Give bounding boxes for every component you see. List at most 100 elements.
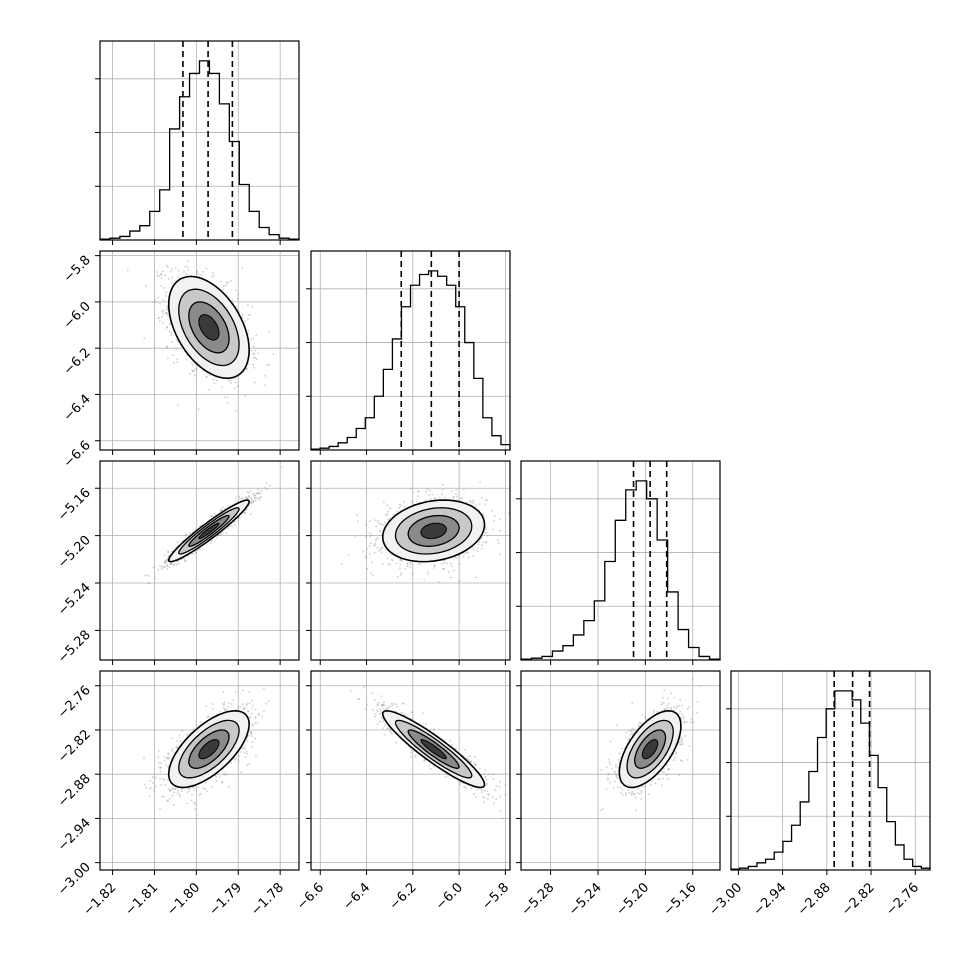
- sample-point: [246, 740, 249, 742]
- sample-point: [193, 368, 196, 371]
- sample-point: [229, 382, 232, 385]
- sample-point: [186, 733, 189, 736]
- sample-point: [158, 316, 160, 319]
- sample-point: [247, 363, 250, 365]
- sample-point: [443, 561, 446, 564]
- sample-point: [423, 578, 426, 581]
- sample-point: [419, 563, 422, 566]
- sample-point: [171, 276, 173, 279]
- density-contour: [394, 507, 473, 555]
- sample-point: [403, 506, 406, 508]
- sample-point: [251, 699, 253, 702]
- sample-point: [399, 559, 402, 562]
- sample-point: [195, 551, 198, 554]
- sample-point: [380, 551, 383, 554]
- sample-point: [254, 356, 256, 359]
- sample-point: [427, 570, 430, 573]
- sample-point: [170, 282, 173, 284]
- sample-point: [213, 382, 216, 385]
- sample-point: [253, 500, 255, 502]
- sample-point: [242, 689, 244, 692]
- sample-point: [219, 510, 222, 512]
- sample-point: [240, 771, 242, 774]
- sample-point: [190, 552, 193, 555]
- sample-point: [180, 787, 183, 790]
- sample-point: [389, 563, 391, 566]
- sample-point: [370, 572, 372, 575]
- sample-point: [158, 275, 161, 277]
- sample-point: [268, 330, 271, 333]
- sample-point: [169, 563, 172, 565]
- sample-point: [166, 558, 169, 561]
- sample-point: [416, 490, 419, 493]
- sample-point: [167, 753, 169, 755]
- sample-point: [400, 558, 402, 561]
- sample-point: [255, 334, 258, 337]
- sample-point: [177, 747, 179, 749]
- sample-point: [251, 707, 253, 709]
- sample-point: [165, 291, 167, 294]
- sample-point: [252, 345, 255, 348]
- sample-point: [163, 287, 165, 289]
- sample-point: [212, 379, 215, 381]
- sample-point: [229, 525, 231, 527]
- sample-point: [157, 749, 160, 752]
- sample-point: [243, 512, 246, 514]
- sample-point: [164, 560, 166, 563]
- sample-point: [370, 542, 372, 544]
- sample-point: [178, 276, 180, 279]
- sample-point: [494, 515, 496, 517]
- sample-point: [175, 348, 177, 351]
- sample-point: [259, 497, 261, 499]
- sample-point: [171, 341, 173, 343]
- sample-point: [235, 499, 238, 502]
- sample-point: [384, 522, 386, 524]
- sample-point: [469, 501, 472, 504]
- sample-point: [403, 501, 405, 503]
- sample-point: [176, 559, 179, 562]
- sample-point: [481, 497, 483, 499]
- sample-point: [248, 716, 251, 719]
- sample-point: [240, 316, 243, 319]
- sample-point: [472, 555, 475, 558]
- sample-point: [250, 498, 253, 501]
- sample-point: [369, 535, 371, 538]
- density-contour: [178, 507, 240, 555]
- sample-point: [252, 363, 255, 366]
- sample-point: [378, 550, 380, 552]
- sample-point: [398, 504, 401, 506]
- sample-point: [491, 510, 493, 512]
- sample-point: [246, 735, 249, 738]
- sample-point: [253, 493, 255, 496]
- sample-point: [167, 800, 169, 803]
- sample-point: [257, 492, 260, 495]
- sample-point: [257, 488, 259, 491]
- sample-point: [162, 313, 165, 315]
- sample-point: [176, 361, 179, 363]
- sample-point: [452, 569, 455, 572]
- sample-point: [178, 734, 181, 737]
- sample-point: [236, 385, 239, 388]
- sample-point: [175, 746, 178, 748]
- sample-point: [239, 498, 241, 500]
- sample-point: [239, 516, 241, 519]
- sample-point: [460, 500, 462, 502]
- sample-point: [444, 496, 446, 499]
- sample-point: [190, 799, 193, 802]
- sample-point: [223, 701, 226, 703]
- sample-point: [126, 269, 129, 272]
- sample-point: [191, 793, 193, 796]
- sample-point: [199, 525, 201, 527]
- sample-point: [431, 493, 434, 496]
- sample-point: [387, 518, 389, 521]
- sample-point: [418, 490, 420, 493]
- sample-point: [471, 500, 474, 503]
- sample-point: [249, 490, 252, 493]
- sample-point: [219, 531, 222, 534]
- sample-point: [260, 490, 263, 492]
- sample-point: [366, 548, 369, 550]
- sample-point: [221, 506, 224, 509]
- sample-point: [174, 267, 177, 269]
- sample-point: [379, 548, 382, 551]
- sample-point: [471, 546, 473, 549]
